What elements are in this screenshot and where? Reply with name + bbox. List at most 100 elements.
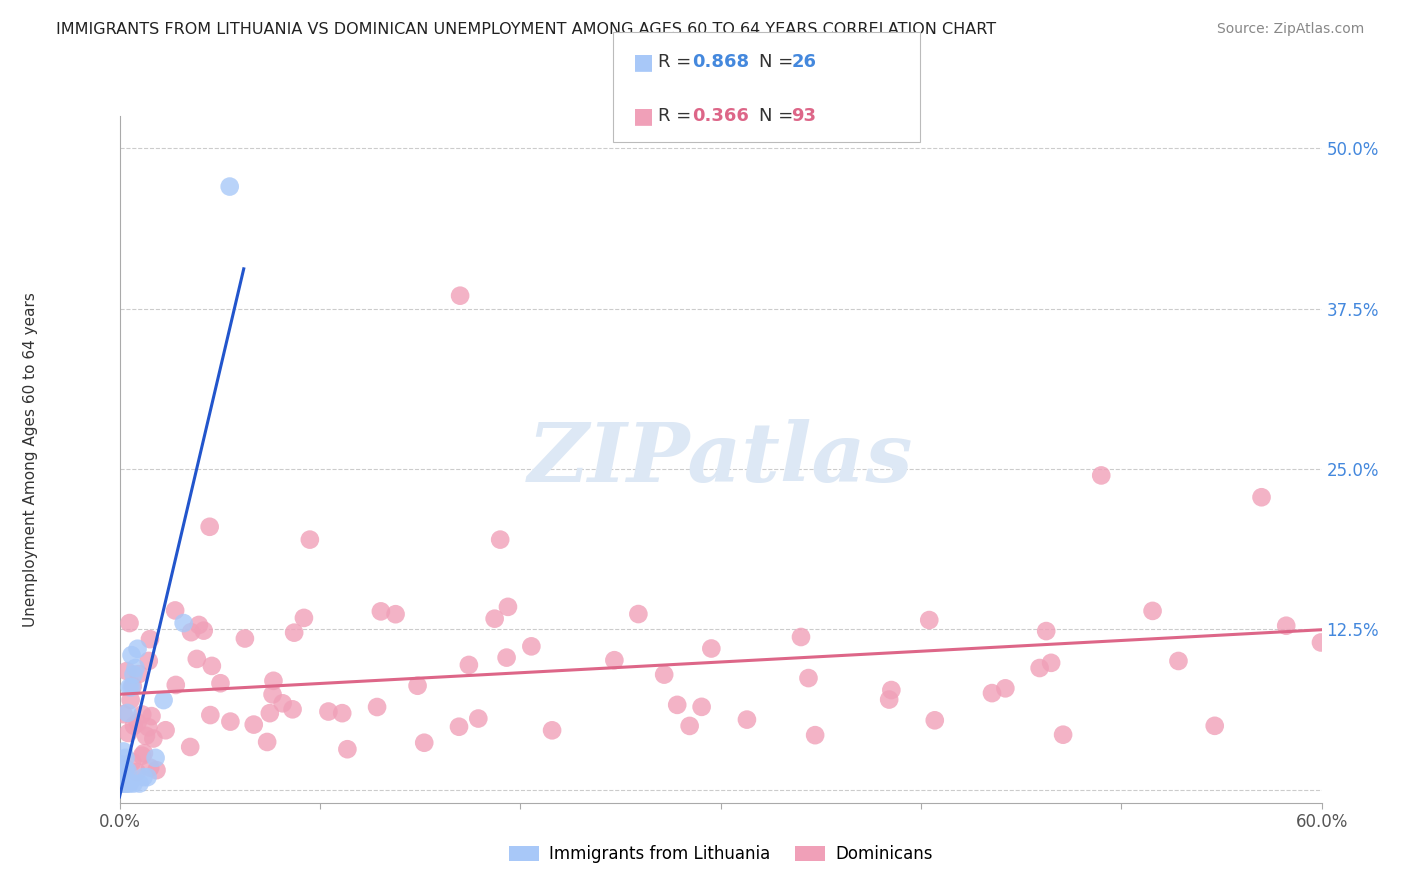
Point xyxy=(132,770,155,784)
Point xyxy=(112,744,135,758)
Point xyxy=(735,713,758,727)
Point xyxy=(112,776,135,790)
Point xyxy=(336,742,359,756)
Point xyxy=(165,678,187,692)
Point xyxy=(122,667,145,681)
Point xyxy=(447,720,470,734)
Point xyxy=(110,776,132,790)
Text: 26: 26 xyxy=(792,54,817,71)
Point xyxy=(242,717,264,731)
Point xyxy=(115,664,138,678)
Point xyxy=(652,667,675,681)
Point xyxy=(924,714,946,728)
Point xyxy=(152,693,174,707)
Point xyxy=(271,696,294,710)
Point xyxy=(679,719,702,733)
Point xyxy=(384,607,406,622)
Point xyxy=(797,671,820,685)
Point xyxy=(114,776,136,790)
Point xyxy=(139,761,162,775)
Text: R =: R = xyxy=(658,54,697,71)
Point xyxy=(1275,618,1298,632)
Point xyxy=(122,776,145,790)
Point xyxy=(1204,719,1226,733)
Text: 0.868: 0.868 xyxy=(692,54,749,71)
Point xyxy=(790,630,813,644)
Point xyxy=(125,765,148,780)
Point xyxy=(457,657,479,672)
Point xyxy=(179,739,201,754)
Point xyxy=(541,723,564,738)
Point xyxy=(1142,604,1164,618)
Text: Source: ZipAtlas.com: Source: ZipAtlas.com xyxy=(1216,22,1364,37)
Point xyxy=(114,761,136,775)
Point xyxy=(135,729,157,743)
Point xyxy=(127,641,149,656)
Point xyxy=(449,288,471,302)
Point xyxy=(155,723,177,738)
Text: N =: N = xyxy=(759,54,799,71)
Text: 93: 93 xyxy=(792,107,817,125)
Point xyxy=(139,632,162,647)
Point xyxy=(200,708,222,723)
Point xyxy=(138,654,160,668)
Point xyxy=(128,776,150,790)
Point xyxy=(406,679,429,693)
Text: ZIPatlas: ZIPatlas xyxy=(527,419,914,500)
Point xyxy=(880,683,903,698)
Point xyxy=(193,624,215,638)
Point xyxy=(180,625,202,640)
Point xyxy=(165,603,187,617)
Point xyxy=(804,728,827,742)
Point xyxy=(259,706,281,721)
Point xyxy=(281,702,304,716)
Point xyxy=(1090,468,1112,483)
Point xyxy=(127,715,149,730)
Point xyxy=(219,714,242,729)
Point xyxy=(186,652,208,666)
Text: ■: ■ xyxy=(633,53,654,72)
Point xyxy=(110,757,132,772)
Text: N =: N = xyxy=(759,107,799,125)
Point xyxy=(603,653,626,667)
Point xyxy=(283,625,305,640)
Point xyxy=(141,709,163,723)
Point xyxy=(121,648,143,662)
Point xyxy=(495,650,517,665)
Point xyxy=(262,688,284,702)
Point xyxy=(1028,661,1050,675)
Point xyxy=(145,751,167,765)
Point xyxy=(489,533,512,547)
Text: IMMIGRANTS FROM LITHUANIA VS DOMINICAN UNEMPLOYMENT AMONG AGES 60 TO 64 YEARS CO: IMMIGRANTS FROM LITHUANIA VS DOMINICAN U… xyxy=(56,22,997,37)
Point xyxy=(627,607,650,621)
Point xyxy=(112,707,135,722)
Point xyxy=(120,693,142,707)
Point xyxy=(117,706,139,720)
Point xyxy=(370,604,392,618)
Point xyxy=(136,770,159,784)
Point xyxy=(256,735,278,749)
Point xyxy=(292,611,315,625)
Point xyxy=(114,764,136,778)
Point xyxy=(496,599,519,614)
Point xyxy=(173,616,195,631)
Point xyxy=(131,707,153,722)
Point xyxy=(118,616,141,631)
Point xyxy=(1035,624,1057,638)
Point xyxy=(918,613,941,627)
Point xyxy=(114,751,136,765)
Point xyxy=(198,520,221,534)
Point xyxy=(218,179,240,194)
Point xyxy=(121,679,143,693)
Point xyxy=(520,640,543,654)
Point xyxy=(138,720,160,734)
Point xyxy=(484,612,506,626)
Point xyxy=(131,748,153,763)
Point xyxy=(128,667,150,681)
Point xyxy=(122,719,145,733)
Point xyxy=(145,763,167,777)
Point xyxy=(112,770,135,784)
Point xyxy=(700,641,723,656)
Point xyxy=(994,681,1017,696)
Point xyxy=(318,705,340,719)
